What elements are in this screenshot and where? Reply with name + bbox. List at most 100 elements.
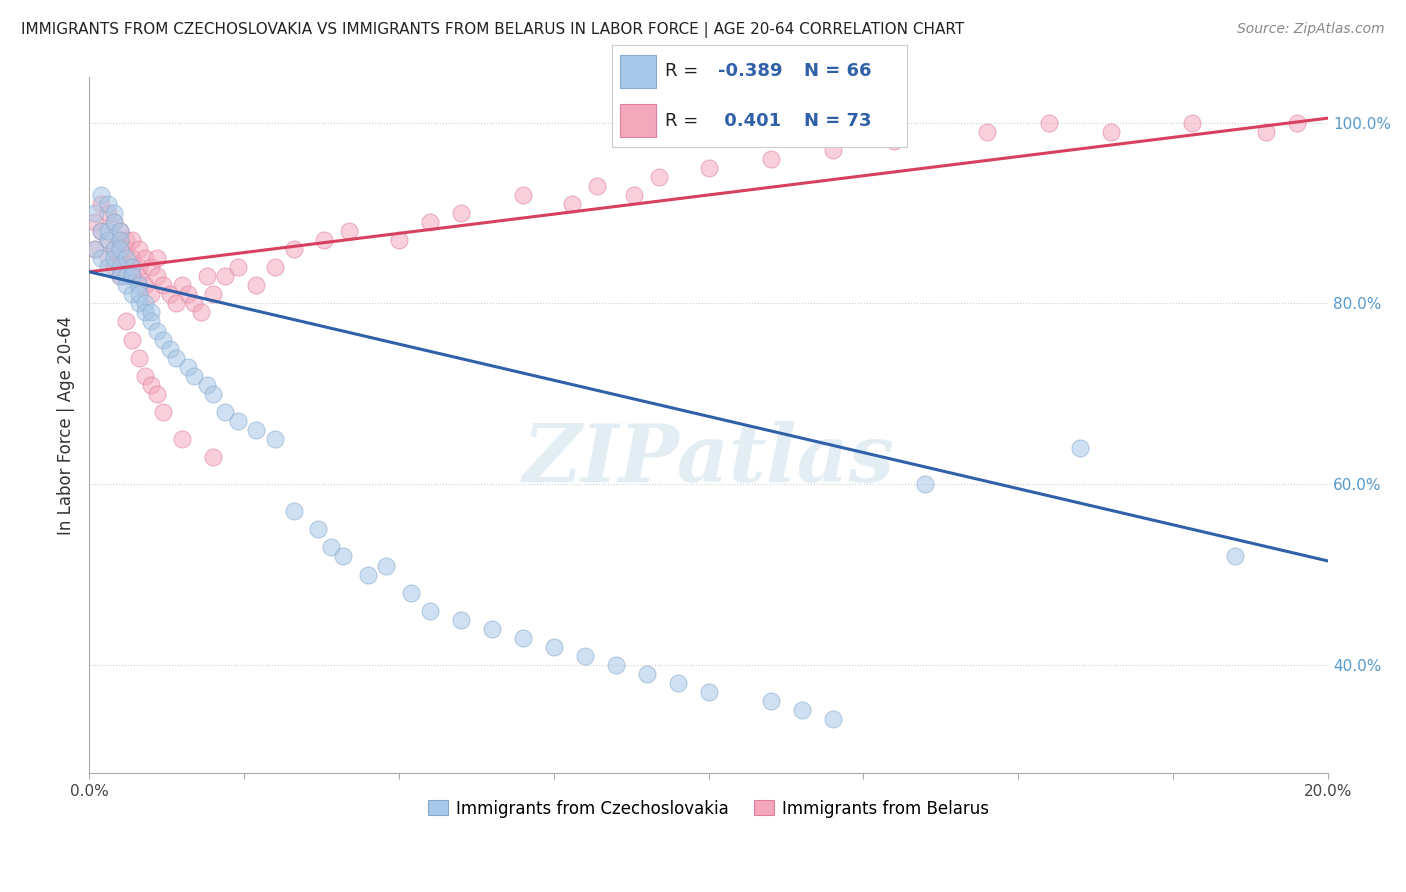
Point [636, 667, 658, 681]
Point [883, 134, 905, 148]
Point [190, 305, 212, 319]
Point [561, 197, 583, 211]
Point [283, 504, 305, 518]
Point [388, 233, 411, 247]
Point [97, 206, 120, 220]
Point [146, 269, 169, 284]
Point [419, 604, 441, 618]
Point [108, 251, 131, 265]
Point [121, 233, 143, 247]
Point [177, 359, 200, 374]
Point [84, 215, 107, 229]
Point [226, 414, 249, 428]
Point [115, 269, 138, 284]
Point [195, 269, 218, 284]
Point [90, 188, 112, 202]
Point [605, 657, 627, 672]
Point [108, 233, 131, 247]
Text: 0.401: 0.401 [718, 112, 780, 129]
Point [128, 269, 150, 284]
Point [103, 206, 125, 220]
Point [115, 278, 138, 293]
Point [134, 296, 156, 310]
Point [214, 269, 236, 284]
Point [264, 260, 287, 275]
Point [90, 224, 112, 238]
Point [152, 333, 174, 347]
Bar [620, 104, 655, 137]
Point [821, 712, 844, 726]
Point [177, 287, 200, 301]
Point [108, 242, 131, 256]
Point [165, 351, 187, 365]
Point [84, 206, 107, 220]
Point [115, 260, 138, 275]
Point [108, 269, 131, 284]
Point [90, 224, 112, 238]
Point [319, 541, 342, 555]
Point [139, 305, 162, 319]
Point [759, 694, 782, 708]
Point [103, 260, 125, 275]
Point [481, 622, 503, 636]
Point [914, 477, 936, 491]
Point [512, 188, 534, 202]
Point [195, 377, 218, 392]
Point [128, 287, 150, 301]
Text: N = 66: N = 66 [804, 62, 872, 80]
Point [419, 215, 441, 229]
Point [115, 251, 138, 265]
Point [134, 305, 156, 319]
Point [1256, 125, 1278, 139]
Point [697, 685, 720, 699]
Point [108, 224, 131, 238]
Point [586, 178, 609, 193]
Text: N = 73: N = 73 [804, 112, 872, 129]
Point [450, 206, 472, 220]
Point [146, 324, 169, 338]
Point [128, 260, 150, 275]
Text: Source: ZipAtlas.com: Source: ZipAtlas.com [1237, 22, 1385, 37]
Point [264, 432, 287, 446]
Point [165, 296, 187, 310]
Text: R =: R = [665, 112, 704, 129]
Point [139, 287, 162, 301]
Point [115, 314, 138, 328]
Point [170, 278, 193, 293]
Point [97, 197, 120, 211]
Point [97, 251, 120, 265]
Point [121, 287, 143, 301]
Point [84, 242, 107, 256]
Point [108, 269, 131, 284]
Point [375, 558, 398, 573]
Point [666, 676, 689, 690]
Point [283, 242, 305, 256]
Point [201, 287, 224, 301]
Point [90, 251, 112, 265]
Point [115, 242, 138, 256]
Legend: Immigrants from Czechoslovakia, Immigrants from Belarus: Immigrants from Czechoslovakia, Immigran… [422, 793, 995, 824]
Text: R =: R = [665, 62, 704, 80]
Point [139, 260, 162, 275]
Text: ZIPatlas: ZIPatlas [523, 422, 894, 499]
Point [245, 423, 267, 437]
Point [183, 368, 205, 383]
Point [697, 161, 720, 175]
Point [159, 287, 181, 301]
Point [201, 386, 224, 401]
Point [103, 242, 125, 256]
Point [139, 377, 162, 392]
Point [1099, 125, 1122, 139]
Point [128, 296, 150, 310]
Point [97, 260, 120, 275]
Point [121, 333, 143, 347]
Point [1069, 441, 1091, 455]
Point [115, 233, 138, 247]
Point [146, 251, 169, 265]
Point [103, 242, 125, 256]
Point [512, 631, 534, 645]
Point [128, 278, 150, 293]
Point [543, 640, 565, 654]
Point [214, 405, 236, 419]
Point [307, 522, 329, 536]
